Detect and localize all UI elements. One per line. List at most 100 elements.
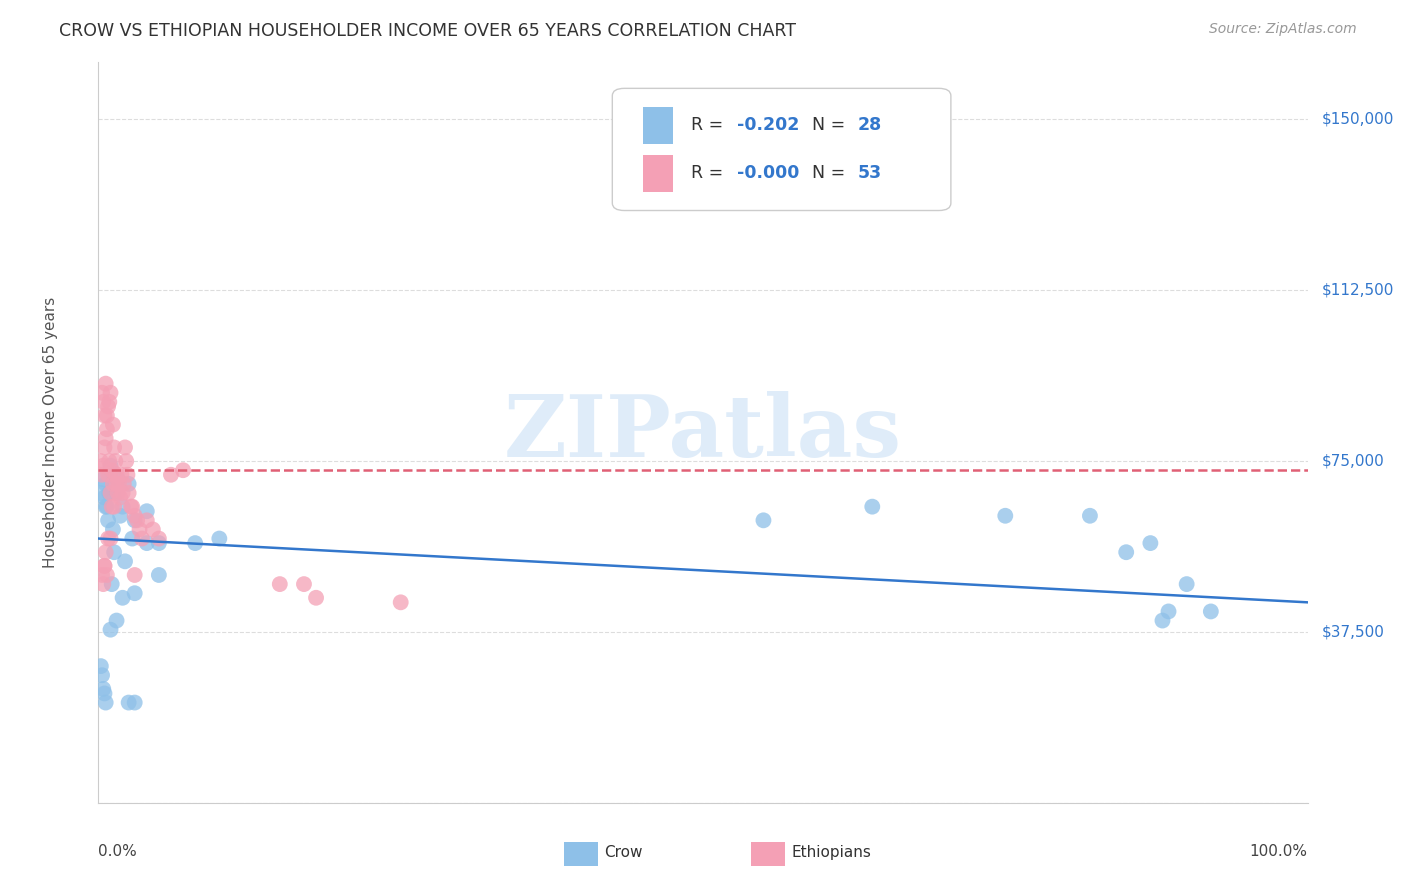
Point xyxy=(107,472,129,486)
Point xyxy=(94,431,117,445)
Point xyxy=(118,476,141,491)
Point xyxy=(1139,536,1161,550)
Point xyxy=(127,513,149,527)
FancyBboxPatch shape xyxy=(613,88,950,211)
Text: 100.0%: 100.0% xyxy=(1250,844,1308,858)
Point xyxy=(100,486,122,500)
Point xyxy=(103,545,125,559)
Text: Source: ZipAtlas.com: Source: ZipAtlas.com xyxy=(1209,22,1357,37)
Point xyxy=(104,454,127,468)
Bar xyxy=(643,107,673,144)
Point xyxy=(1115,545,1137,559)
Point xyxy=(108,491,131,505)
Point xyxy=(124,696,146,710)
Text: Crow: Crow xyxy=(603,845,643,860)
Point xyxy=(97,400,120,414)
Text: 53: 53 xyxy=(858,164,882,183)
Point xyxy=(98,467,121,482)
Point xyxy=(305,591,328,605)
Point xyxy=(160,467,183,482)
Point xyxy=(91,568,114,582)
Point xyxy=(98,395,121,409)
Text: 0.0%: 0.0% xyxy=(98,844,138,858)
Point xyxy=(1152,614,1174,628)
Point xyxy=(292,577,315,591)
Point xyxy=(100,623,122,637)
Point xyxy=(100,463,122,477)
Point xyxy=(94,696,117,710)
Point xyxy=(105,467,128,482)
Point xyxy=(124,508,146,523)
Point xyxy=(142,523,165,537)
Point xyxy=(93,558,115,573)
Point xyxy=(93,686,115,700)
Point xyxy=(91,395,114,409)
Point xyxy=(752,513,775,527)
Text: 28: 28 xyxy=(858,116,882,135)
Point xyxy=(111,591,134,605)
Point xyxy=(93,491,115,505)
Point xyxy=(124,513,146,527)
Point xyxy=(94,476,117,491)
Text: -0.202: -0.202 xyxy=(737,116,799,135)
Point xyxy=(114,554,136,568)
Point xyxy=(98,486,121,500)
Point xyxy=(108,476,131,491)
Point xyxy=(103,441,125,455)
Text: $150,000: $150,000 xyxy=(1322,112,1395,127)
Point xyxy=(118,696,141,710)
Point xyxy=(115,454,138,468)
Point xyxy=(107,486,129,500)
Point xyxy=(148,536,170,550)
Point xyxy=(100,500,122,514)
Point xyxy=(90,454,112,468)
Point xyxy=(114,441,136,455)
Point xyxy=(96,568,118,582)
Point xyxy=(110,467,132,482)
Point xyxy=(90,486,112,500)
Point xyxy=(97,532,120,546)
Point xyxy=(121,532,143,546)
Point xyxy=(94,376,117,391)
Text: $37,500: $37,500 xyxy=(1322,624,1385,640)
Point xyxy=(91,577,114,591)
Point xyxy=(135,536,157,550)
Text: N =: N = xyxy=(811,116,851,135)
Point xyxy=(91,681,114,696)
Text: Ethiopians: Ethiopians xyxy=(792,845,872,860)
Point xyxy=(105,614,128,628)
Point xyxy=(111,500,134,514)
Point xyxy=(135,513,157,527)
Text: $112,500: $112,500 xyxy=(1322,283,1395,298)
Point xyxy=(1078,508,1101,523)
Point xyxy=(131,532,153,546)
Point xyxy=(97,467,120,482)
Point xyxy=(101,476,124,491)
Point xyxy=(128,523,150,537)
Point xyxy=(98,454,121,468)
Point xyxy=(1199,604,1222,618)
Point xyxy=(105,486,128,500)
Point xyxy=(112,476,135,491)
Point xyxy=(111,486,134,500)
Text: N =: N = xyxy=(811,164,851,183)
Point xyxy=(121,500,143,514)
Point xyxy=(860,500,883,514)
Point xyxy=(103,500,125,514)
Point xyxy=(118,486,141,500)
Text: -0.000: -0.000 xyxy=(737,164,799,183)
Point xyxy=(172,463,194,477)
Point xyxy=(91,385,114,400)
Point xyxy=(117,467,139,482)
Point xyxy=(93,409,115,423)
Text: ZIPatlas: ZIPatlas xyxy=(503,391,903,475)
Point xyxy=(100,577,122,591)
Point xyxy=(93,558,115,573)
Point xyxy=(269,577,291,591)
Point xyxy=(120,500,142,514)
Text: CROW VS ETHIOPIAN HOUSEHOLDER INCOME OVER 65 YEARS CORRELATION CHART: CROW VS ETHIOPIAN HOUSEHOLDER INCOME OVE… xyxy=(59,22,796,40)
Point xyxy=(100,532,122,546)
Point xyxy=(94,545,117,559)
Bar xyxy=(751,842,785,866)
Point xyxy=(91,472,114,486)
